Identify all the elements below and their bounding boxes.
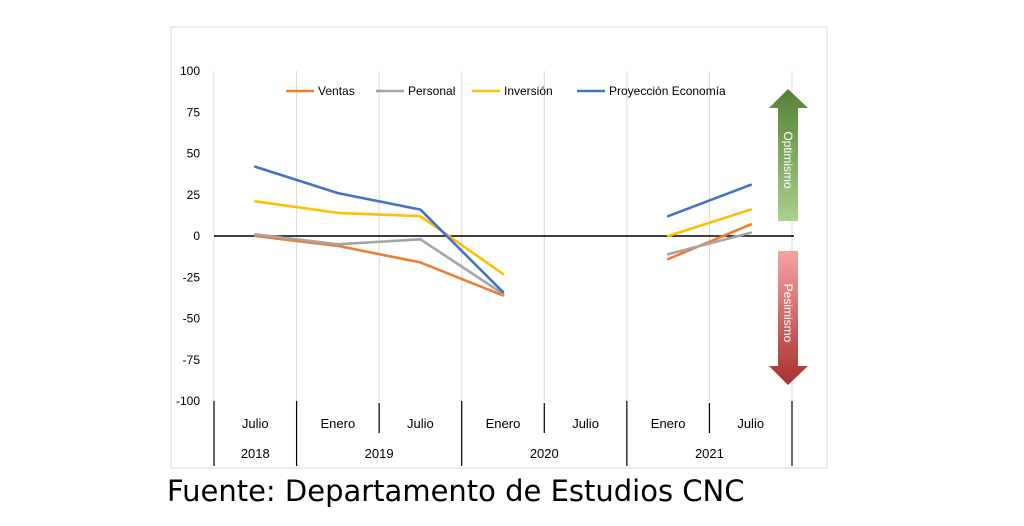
y-tick-label: 100 bbox=[180, 64, 200, 78]
series-line-proyección-economía bbox=[254, 165, 505, 294]
pessimism-arrow-icon bbox=[769, 251, 808, 385]
series-line-inversión bbox=[254, 200, 505, 276]
optimism-arrow-icon bbox=[769, 89, 808, 221]
y-tick-label: 50 bbox=[187, 147, 201, 161]
x-tick-label: Enero bbox=[651, 416, 686, 431]
pessimism-label: Pesimismo bbox=[781, 284, 795, 343]
x-axis: Julio Enero Julio Enero Julio Enero Julio 2018 2… bbox=[213, 401, 793, 466]
series bbox=[254, 165, 753, 297]
legend: Ventas Personal Inversión Proyección Econom… bbox=[286, 84, 726, 98]
series-line-ventas bbox=[666, 223, 753, 261]
series-line-personal bbox=[666, 231, 753, 256]
x-tick-label: Julio bbox=[572, 416, 599, 431]
legend-label: Personal bbox=[408, 84, 455, 98]
legend-label: Inversión bbox=[504, 84, 553, 98]
series-line-proyección-economía bbox=[666, 183, 753, 218]
legend-label: Ventas bbox=[318, 84, 355, 98]
y-tick-label: 75 bbox=[187, 105, 201, 119]
x-year-label: 2020 bbox=[530, 446, 559, 461]
x-tick-label: Julio bbox=[737, 416, 764, 431]
y-tick-label: -25 bbox=[183, 270, 201, 284]
series-line-ventas bbox=[254, 234, 505, 297]
y-tick-label: -50 bbox=[183, 312, 201, 326]
sentiment-arrows: Optimismo Pesimismo bbox=[769, 89, 808, 385]
y-axis: 100 75 50 25 0 -25 -50 -75 -100 bbox=[176, 64, 794, 408]
source-caption: Fuente: Departamento de Estudios CNC bbox=[167, 474, 745, 508]
y-tick-label: -75 bbox=[183, 353, 201, 367]
x-year-label: 2018 bbox=[241, 446, 270, 461]
x-year-label: 2021 bbox=[695, 446, 724, 461]
x-tick-label: Enero bbox=[321, 416, 356, 431]
x-tick-label: Enero bbox=[486, 416, 521, 431]
x-tick-label: Julio bbox=[242, 416, 269, 431]
legend-label: Proyección Economía bbox=[609, 84, 726, 98]
series-line-personal bbox=[254, 233, 505, 296]
chart-frame bbox=[170, 26, 828, 469]
y-tick-label: -100 bbox=[176, 394, 200, 408]
y-tick-label: 0 bbox=[193, 229, 200, 243]
y-tick-label: 25 bbox=[187, 188, 201, 202]
x-year-label: 2019 bbox=[365, 446, 394, 461]
series-line-inversión bbox=[666, 208, 753, 238]
optimism-label: Optimismo bbox=[781, 131, 795, 189]
x-tick-label: Julio bbox=[407, 416, 434, 431]
